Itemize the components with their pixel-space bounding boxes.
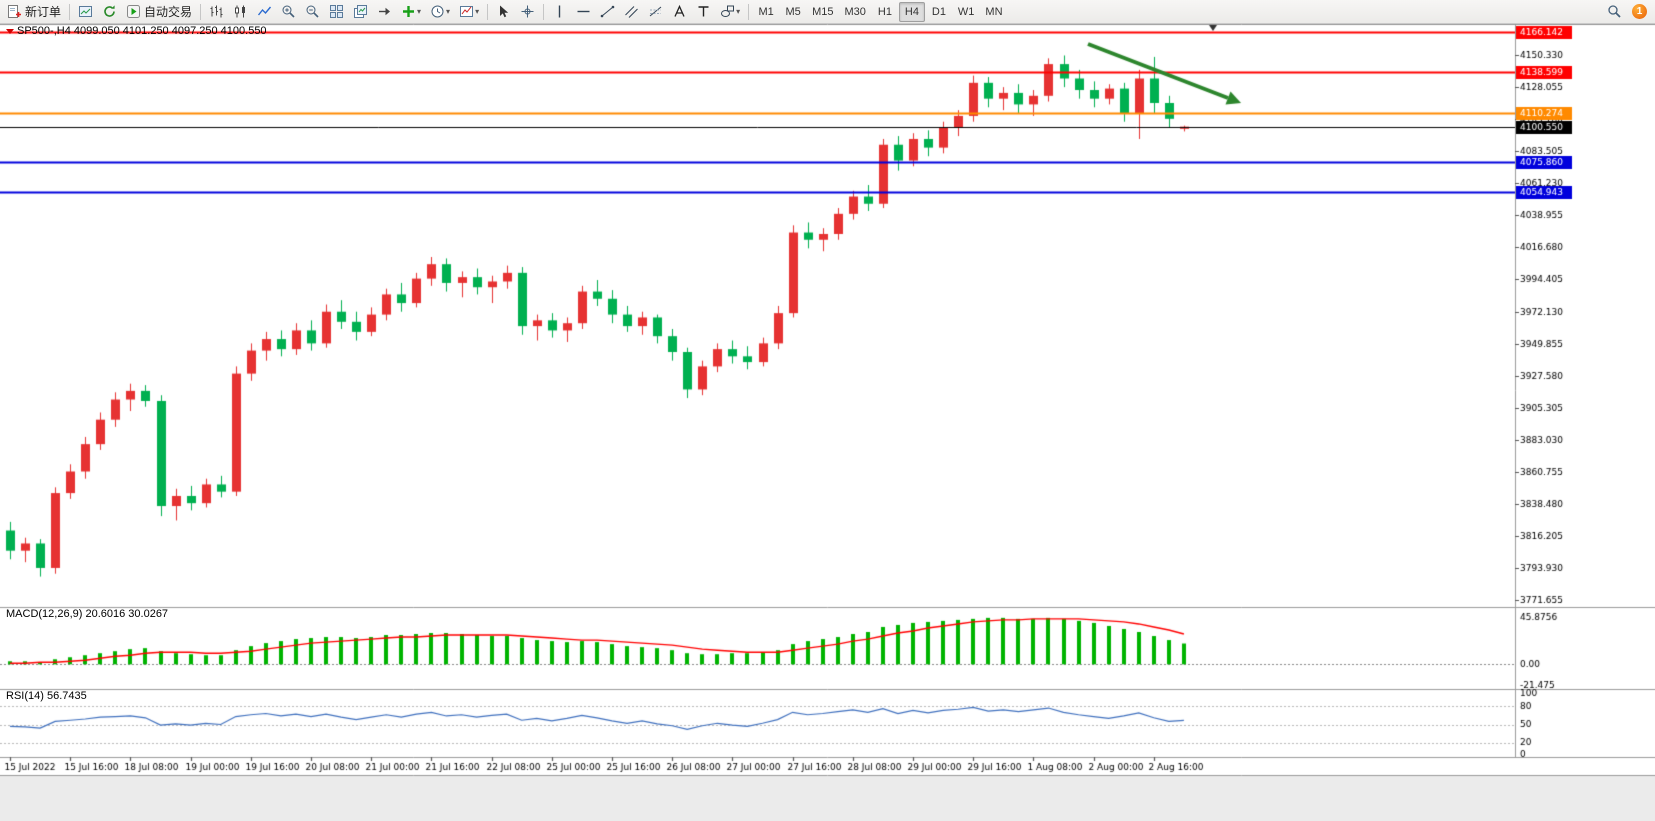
channel-button[interactable] (620, 2, 643, 22)
timeframe-w1-button[interactable]: W1 (953, 2, 980, 22)
timeframe-m1-button[interactable]: M1 (753, 2, 779, 22)
text-tool-button[interactable] (668, 2, 691, 22)
notification-badge[interactable]: 1 (1632, 4, 1647, 19)
candlestick-chart-button[interactable] (229, 2, 252, 22)
crosshair-button[interactable] (516, 2, 539, 22)
main-toolbar: 新订单 自动交易 ▾ ▾ ▾ (0, 0, 1655, 24)
line-chart-button[interactable] (253, 2, 276, 22)
trendline-icon (600, 5, 615, 18)
chevron-down-icon: ▾ (446, 6, 451, 16)
shapes-icon (721, 5, 735, 17)
refresh-icon (104, 5, 115, 17)
toolbar-separator (200, 3, 202, 20)
line-chart-icon (257, 6, 272, 16)
search-button[interactable] (1603, 2, 1626, 22)
market-watch-icon (79, 6, 93, 17)
zoom-out-icon (306, 5, 319, 18)
shapes-button[interactable]: ▾ (716, 2, 744, 22)
zoom-in-icon (282, 5, 295, 18)
chart-shift-button[interactable] (373, 2, 396, 22)
chevron-down-icon: ▾ (417, 6, 422, 16)
timeframe-h4-button[interactable]: H4 (898, 1, 925, 22)
timeframe-m15-button[interactable]: M15 (807, 2, 838, 22)
label-tool-icon (698, 6, 709, 17)
tile-windows-button[interactable] (325, 2, 348, 22)
toolbar-separator (748, 3, 750, 20)
crosshair-icon (521, 5, 534, 18)
label-tool-button[interactable] (692, 2, 715, 22)
horizontal-line-icon (577, 10, 590, 13)
periods-button[interactable]: ▾ (426, 2, 454, 22)
horizontal-line-button[interactable] (572, 2, 595, 22)
timeframe-mn-button[interactable]: MN (980, 2, 1007, 22)
bar-chart-icon (210, 5, 223, 18)
search-icon (1608, 5, 1621, 18)
bar-chart-button[interactable] (205, 2, 228, 22)
add-indicator-icon (403, 6, 415, 17)
autotrade-icon (127, 5, 141, 18)
channel-icon (625, 6, 638, 18)
refresh-button[interactable] (98, 2, 121, 22)
toolbar-separator (543, 3, 545, 20)
periods-clock-icon (431, 5, 444, 18)
new-order-label: 新订单 (25, 5, 62, 19)
timeframe-m5-button[interactable]: M5 (780, 2, 806, 22)
auto-arrange-icon (354, 5, 368, 18)
vertical-line-icon (558, 5, 561, 18)
cursor-icon (500, 5, 509, 18)
zoom-out-button[interactable] (301, 2, 324, 22)
autotrade-button[interactable]: 自动交易 (122, 2, 196, 22)
market-watch-button[interactable] (74, 2, 97, 22)
chart-window: SP500-,H4 4099.050 4101.250 4097.250 410… (0, 24, 1655, 821)
toolbar-separator (487, 3, 489, 20)
chevron-down-icon: ▾ (736, 6, 741, 16)
fibonacci-button[interactable] (644, 2, 667, 22)
auto-arrange-button[interactable] (349, 2, 372, 22)
add-indicator-button[interactable]: ▾ (397, 2, 425, 22)
timeframe-d1-button[interactable]: D1 (926, 2, 952, 22)
templates-icon (460, 6, 474, 17)
cursor-button[interactable] (492, 2, 515, 22)
zoom-in-button[interactable] (277, 2, 300, 22)
fibonacci-icon (649, 6, 662, 17)
price-chart-canvas[interactable] (0, 24, 1655, 821)
chart-shift-icon (379, 7, 391, 16)
candlestick-chart-icon (235, 5, 246, 18)
new-order-button[interactable]: 新订单 (3, 2, 65, 22)
new-order-icon (8, 5, 21, 18)
trendline-button[interactable] (596, 2, 619, 22)
toolbar-separator (69, 3, 71, 20)
timeframe-m30-button[interactable]: M30 (840, 2, 871, 22)
timeframe-h1-button[interactable]: H1 (872, 2, 898, 22)
tile-windows-icon (330, 5, 344, 18)
templates-button[interactable]: ▾ (455, 2, 483, 22)
autotrade-label: 自动交易 (144, 5, 193, 19)
vertical-line-button[interactable] (548, 2, 571, 22)
text-tool-icon (674, 4, 685, 17)
chevron-down-icon: ▾ (475, 6, 480, 16)
